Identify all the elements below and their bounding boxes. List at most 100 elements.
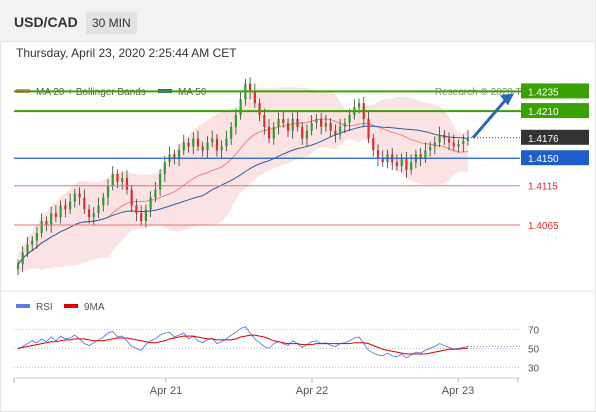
candle-body [59,205,62,218]
candle-body [443,134,446,139]
candle-body [173,154,176,159]
candle-body [466,137,470,141]
level-label: 1.4210 [528,107,559,118]
candle-body [211,138,214,143]
level-label: 1.4115 [528,182,558,193]
rsi-panel: 70 50 30 [14,325,540,374]
candles-layer [16,77,470,276]
candle-body [405,158,408,170]
candle-body [78,193,81,198]
candle-body [357,103,361,108]
candle-body [102,197,105,206]
candle-body [125,177,129,190]
candle-body [305,130,309,139]
candle-body [225,138,228,147]
level-label-box [521,129,589,145]
trend-arrow-head [500,93,514,106]
candle-body [410,162,413,170]
candle-body [267,126,271,139]
bollinger-band [18,87,468,276]
candle-body [395,162,399,167]
rsi-ma-line [17,334,468,355]
ma20-legend-label: MA 20 + Bollinger Bands [36,87,146,98]
rsi-level-label: 70 [528,325,540,336]
candle-body [376,150,380,159]
level-label-box [521,83,589,99]
candle-body [372,138,375,151]
candle-body [154,189,157,198]
symbol-label: USD/CAD [14,14,78,30]
x-tick-label: Apr 21 [150,385,182,397]
candle-body [277,118,280,127]
candle-body [462,140,465,145]
candle-body [310,122,313,131]
candle-body [177,150,181,159]
candle-body [135,205,138,214]
candle-body [424,150,427,159]
candle-body [201,146,204,151]
level-label: 1.4065 [528,221,559,232]
x-tick-label: Apr 22 [296,385,328,397]
candle-body [64,205,67,210]
candle-body [163,162,166,174]
candle-body [234,115,237,127]
candle-body [26,244,29,253]
candle-body [315,118,318,123]
candle-body [45,221,48,225]
candle-body [329,122,332,131]
candle-body [140,213,143,222]
level-label-box [521,103,589,119]
candle-body [187,142,190,147]
candle-body [334,130,337,135]
candle-body [73,193,76,202]
candle-body [106,185,110,198]
candle-body [159,173,162,190]
candle-body [182,142,185,151]
candle-body [54,213,57,218]
candle-body [31,240,34,245]
candle-body [97,205,100,214]
candle-body [196,138,200,147]
candle-body [192,138,195,147]
candle-body [111,173,114,186]
rsi-ma-legend-swatch [64,304,78,308]
candle-body [301,126,304,139]
candle-body [35,232,39,241]
candle-body [130,189,133,206]
candle-body [286,122,290,131]
candle-body [87,209,91,218]
rsi-legend-swatch [16,304,30,308]
rsi-level-label: 30 [528,363,540,374]
candle-body [40,221,43,233]
level-label: 1.4150 [528,154,559,165]
candle-body [215,138,219,151]
candle-body [433,142,436,147]
candle-body [258,103,261,115]
candle-body [69,201,72,210]
candle-body [249,83,252,92]
timeframe-badge[interactable]: 30 MIN [86,12,137,34]
candle-body [239,99,242,115]
candle-body [21,252,24,265]
candle-body [144,209,147,222]
candle-body [16,264,20,269]
candle-body [83,197,86,210]
candle-body [339,126,342,135]
level-label: 1.4176 [528,134,559,145]
candle-body [121,177,124,182]
trend-arrow-shaft [471,98,508,139]
candle-body [92,213,95,218]
candle-body [220,146,223,151]
candle-body [50,213,53,225]
ma50-legend-label: MA 50 [178,87,207,98]
level-label-box [521,150,589,166]
rsi-legend-label: RSI [36,302,53,313]
candle-body [230,126,233,139]
levels-layer: 1.4235 1.4210 1.4176 1.4150 1.4115 1.4065 [14,83,589,232]
candle-body [116,173,119,182]
chart-header: USD/CAD 30 MIN [0,0,594,42]
candle-body [324,122,327,127]
candle-body [457,144,460,147]
ma50-line [17,125,469,265]
candle-body [291,118,294,131]
